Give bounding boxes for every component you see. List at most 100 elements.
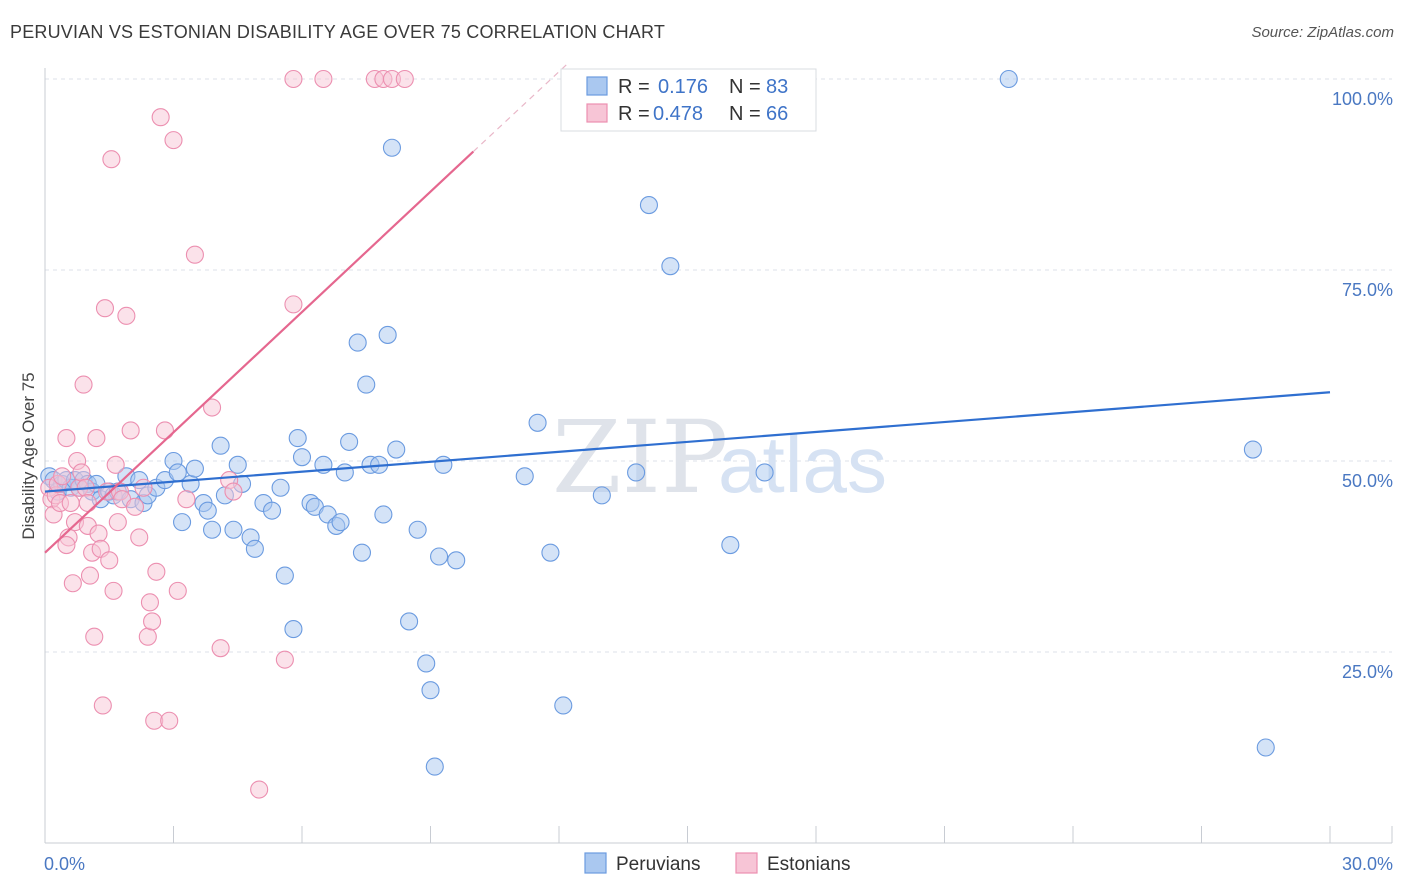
estonians-point-65: [57, 535, 76, 555]
estonians-point-38: [134, 478, 153, 497]
estonians-point-31: [108, 513, 127, 532]
estonians-point-27: [100, 551, 119, 570]
peruvians-point-33: [224, 520, 243, 539]
peruvians-point-77: [639, 196, 659, 215]
peruvians-point-44: [292, 448, 312, 467]
estonians-point-24: [93, 696, 112, 715]
estonians-point-39: [138, 627, 157, 646]
peruvians-point-50: [331, 513, 350, 532]
peruvians-point-79: [721, 535, 740, 555]
peruvians-point-76: [627, 463, 646, 482]
estonians-point-7: [57, 429, 76, 448]
series-estonians: [40, 69, 414, 799]
series-legend: Peruvians Estonians: [584, 852, 850, 875]
legend-swatch-estonians: [586, 103, 608, 123]
estonians-point-36: [125, 497, 144, 516]
series-legend-peruvians: Peruvians: [616, 854, 701, 875]
peruvians-point-51: [335, 463, 354, 482]
peruvians-point-53: [348, 333, 367, 352]
estonians-point-25: [95, 299, 115, 318]
chart-title: PERUVIAN VS ESTONIAN DISABILITY AGE OVER…: [10, 22, 666, 42]
peruvians-point-71: [515, 467, 534, 486]
peruvians-point-68: [434, 455, 453, 474]
peruvians-point-52: [340, 432, 359, 451]
estonians-point-37: [130, 528, 149, 547]
peruvians-point-42: [284, 620, 303, 639]
estonians-point-30: [106, 455, 125, 474]
estonians-point-49: [177, 490, 196, 509]
peruvians-point-61: [387, 440, 406, 459]
estonians-point-64: [78, 493, 97, 513]
y-axis-label: Disability Age Over 75: [19, 372, 38, 539]
estonians-point-18: [80, 566, 100, 585]
peruvians-point-43: [288, 429, 307, 448]
y-tick-label-1: 50.0%: [1342, 471, 1393, 491]
estonians-point-47: [164, 131, 183, 150]
watermark-atlas: atlas: [718, 420, 887, 509]
estonians-point-43: [147, 562, 166, 581]
peruvians-point-55: [357, 375, 376, 394]
series-legend-swatch-peruvians: [584, 852, 607, 874]
estonians-trend-extension: [472, 63, 568, 153]
peruvians-trend-line: [44, 391, 1331, 493]
estonians-point-40: [140, 593, 159, 612]
peruvians-point-65: [421, 681, 440, 700]
legend-n-value-2: 66: [766, 103, 788, 125]
x-tick-label-0: 0.0%: [44, 854, 85, 874]
peruvians-point-34: [228, 455, 247, 474]
legend-n-label-2: N =: [729, 103, 761, 125]
peruvians-point-73: [554, 696, 573, 715]
peruvians-point-40: [271, 478, 290, 497]
estonians-point-50: [185, 245, 204, 264]
estonians-point-10: [63, 574, 82, 593]
estonians-trend-line: [44, 150, 475, 554]
peruvians-point-64: [417, 654, 436, 673]
peruvians-point-26: [181, 474, 200, 493]
estonians-point-58: [314, 69, 333, 89]
legend-r-value-2: 0.478: [653, 103, 703, 125]
trend-lines: [44, 63, 1331, 554]
peruvians-point-69: [447, 551, 466, 570]
estonians-point-14: [72, 463, 91, 482]
estonians-point-15: [74, 375, 93, 394]
chart-source: Source: ZipAtlas.com: [1251, 24, 1394, 41]
peruvians-point-25: [173, 513, 192, 532]
series-legend-estonians: Estonians: [767, 854, 850, 875]
peruvians-point-67: [430, 547, 449, 566]
peruvians-point-41: [275, 566, 294, 585]
estonians-point-62: [395, 69, 414, 89]
estonians-point-28: [102, 150, 121, 169]
legend-r-label-1: R =: [618, 76, 650, 98]
peruvians-point-74: [592, 486, 611, 505]
peruvians-point-59: [378, 325, 397, 344]
estonians-point-44: [151, 108, 170, 127]
tick-labels: 25.0% 50.0% 75.0% 100.0% 0.0% 30.0%: [44, 89, 1393, 874]
estonians-point-20: [85, 627, 104, 646]
peruvians-point-58: [374, 505, 393, 524]
peruvians-point-63: [408, 520, 427, 539]
peruvians-point-30: [203, 520, 222, 539]
estonians-point-35: [121, 421, 140, 440]
estonians-point-46: [160, 711, 179, 730]
peruvians-point-62: [400, 612, 419, 631]
estonians-point-34: [117, 306, 136, 325]
estonians-point-63: [224, 482, 243, 501]
estonians-point-6: [53, 467, 72, 486]
peruvians-point-54: [352, 543, 372, 562]
peruvians-point-81: [755, 463, 774, 482]
series-legend-swatch-estonians: [735, 852, 758, 874]
estonians-point-9: [61, 493, 80, 513]
peruvians-point-39: [262, 501, 282, 520]
estonians-point-45: [155, 421, 174, 440]
peruvians-point-66: [425, 757, 444, 776]
estonians-point-41: [143, 612, 162, 631]
legend-r-label-2: R =: [618, 103, 650, 125]
axes: [44, 68, 1393, 844]
estonians-point-54: [250, 780, 269, 799]
peruvians-point-60: [382, 138, 402, 157]
estonians-point-48: [168, 581, 187, 600]
y-tick-label-3: 100.0%: [1332, 89, 1393, 109]
watermark: ZIP atlas: [552, 399, 887, 516]
peruvians-point-82: [999, 69, 1018, 89]
